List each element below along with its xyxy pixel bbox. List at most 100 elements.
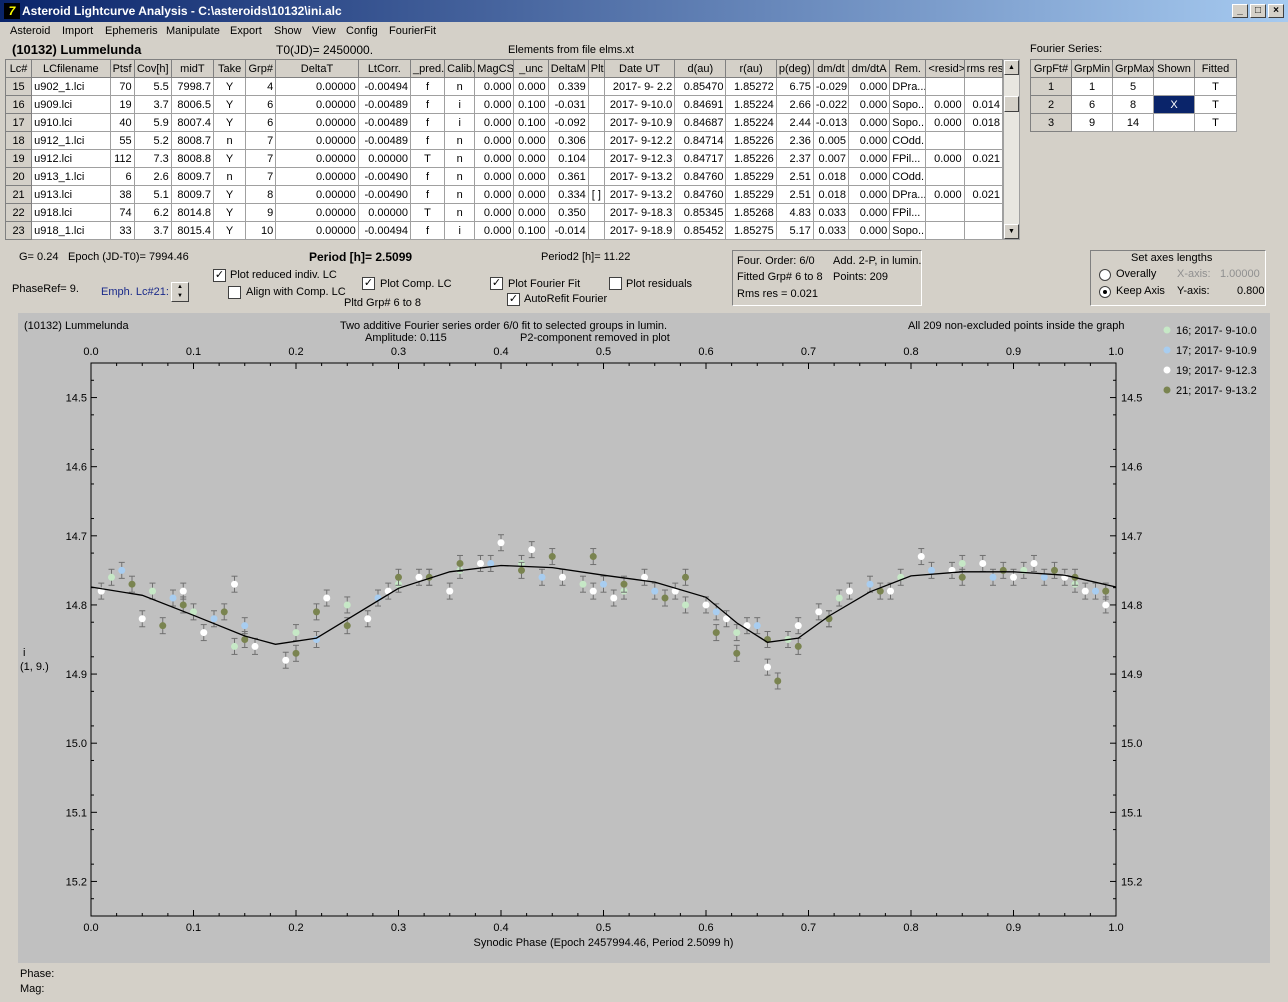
overally-radio[interactable] [1099, 269, 1111, 281]
column-header[interactable]: GrpMin [1071, 59, 1113, 78]
table-cell[interactable]: 0.033 [812, 221, 850, 240]
table-cell[interactable] [587, 131, 605, 150]
table-cell[interactable]: 2017- 9-12.3 [603, 149, 676, 168]
menu-ephemeris[interactable]: Ephemeris [105, 25, 158, 37]
table-row[interactable]: 20 u913_1.lci 6 2.6 8009.7 n 7 0.00000 -0.00490 f… [4, 167, 1004, 186]
table-cell[interactable]: 0.000 [848, 131, 891, 150]
column-header[interactable]: Fitted [1194, 59, 1237, 78]
table-cell[interactable]: u912_1.lci [31, 131, 111, 150]
table-cell[interactable]: 0.000 [848, 113, 891, 132]
table-cell[interactable]: 8008.7 [170, 131, 215, 150]
table-cell[interactable]: 0.00000 [275, 221, 359, 240]
table-cell[interactable]: -0.00489 [357, 95, 411, 114]
column-header[interactable]: Rem. [889, 59, 927, 78]
table-cell[interactable]: Sopo... [889, 221, 927, 240]
table-cell[interactable]: Y [212, 221, 247, 240]
column-header[interactable]: Grp# [245, 59, 277, 78]
table-cell[interactable]: 8 [1112, 95, 1154, 114]
title-bar[interactable]: 7 Asteroid Lightcurve Analysis - C:\aste… [0, 0, 1288, 22]
table-cell[interactable]: 8007.4 [170, 113, 215, 132]
table-cell[interactable]: 0.000 [848, 203, 891, 222]
period2-label[interactable]: Period2 [h]= 11.22 [541, 251, 631, 263]
table-row[interactable]: 3 9 14 T [1030, 113, 1237, 132]
table-cell[interactable]: 6.75 [775, 77, 814, 96]
table-cell[interactable]: 0.000 [925, 185, 965, 204]
table-cell[interactable]: 8015.4 [170, 221, 215, 240]
table-cell[interactable]: 0.018 [812, 167, 850, 186]
maximize-button[interactable]: □ [1250, 4, 1266, 18]
table-cell[interactable]: 0.306 [547, 131, 589, 150]
table-cell[interactable]: 0.100 [513, 113, 549, 132]
column-header[interactable]: Take [212, 59, 247, 78]
table-cell[interactable]: 2017- 9-12.2 [603, 131, 676, 150]
table-cell[interactable]: i [444, 95, 476, 114]
plot-fourier-checkbox[interactable]: ✓ [490, 277, 503, 290]
column-header[interactable]: Shown [1153, 59, 1195, 78]
table-cell[interactable] [587, 95, 605, 114]
menu-manipulate[interactable]: Manipulate [166, 25, 220, 37]
table-cell[interactable]: COdd... [889, 131, 927, 150]
column-header[interactable]: d(au) [674, 59, 727, 78]
table-cell[interactable]: u918.lci [31, 203, 111, 222]
table-cell[interactable]: X [1153, 95, 1195, 114]
emph-lc-spinner[interactable]: ▲ ▼ [171, 282, 189, 302]
table-cell[interactable]: 0.00000 [275, 113, 359, 132]
table-row[interactable]: 17 u910.lci 40 5.9 8007.4 Y 6 0.00000 -0.00489 f i… [4, 113, 1004, 132]
table-cell[interactable]: 0.000 [925, 95, 965, 114]
table-cell[interactable]: n [212, 131, 247, 150]
table-cell[interactable]: 5 [1112, 77, 1154, 96]
column-header[interactable]: Date UT [603, 59, 676, 78]
table-cell[interactable]: 0.000 [474, 185, 515, 204]
table-cell[interactable] [925, 167, 965, 186]
table-cell[interactable]: 3.7 [133, 221, 172, 240]
minimize-button[interactable]: _ [1232, 4, 1248, 18]
table-cell[interactable]: 0.000 [474, 77, 515, 96]
table-cell[interactable]: u902_1.lci [31, 77, 111, 96]
table-cell[interactable] [587, 203, 605, 222]
menu-config[interactable]: Config [346, 25, 378, 37]
table-cell[interactable]: 2.66 [775, 95, 814, 114]
table-cell[interactable]: 1.85275 [725, 221, 777, 240]
table-cell[interactable]: 1.85226 [725, 131, 777, 150]
table-cell[interactable]: 2.51 [775, 167, 814, 186]
table-cell[interactable]: 7 [245, 149, 277, 168]
table-cell[interactable] [587, 113, 605, 132]
table-cell[interactable]: 0.00000 [275, 203, 359, 222]
column-header[interactable]: r(au) [725, 59, 777, 78]
table-cell[interactable]: 7 [245, 131, 277, 150]
table-cell[interactable]: 0.014 [963, 95, 1004, 114]
table-cell[interactable]: 0.84760 [674, 185, 727, 204]
table-cell[interactable]: 0.000 [474, 167, 515, 186]
table-cell[interactable]: f [409, 77, 446, 96]
table-cell[interactable]: 10 [245, 221, 277, 240]
table-cell[interactable]: 0.00000 [275, 131, 359, 150]
table-cell[interactable]: 5.17 [775, 221, 814, 240]
table-cell[interactable]: DPra... [889, 185, 927, 204]
column-header[interactable]: DeltaT [275, 59, 359, 78]
table-cell[interactable]: 55 [109, 131, 135, 150]
table-cell[interactable]: 19 [109, 95, 135, 114]
table-cell[interactable]: -0.00490 [357, 167, 411, 186]
table-cell[interactable]: 0.000 [474, 113, 515, 132]
column-header[interactable]: DeltaM [547, 59, 589, 78]
table-cell[interactable]: 0.021 [963, 185, 1004, 204]
table-cell[interactable]: u913.lci [31, 185, 111, 204]
column-header[interactable]: _unc [513, 59, 549, 78]
table-cell[interactable]: n [212, 167, 247, 186]
table-cell[interactable]: 0.00000 [275, 149, 359, 168]
table-cell[interactable]: 0.100 [513, 221, 549, 240]
table-cell[interactable] [587, 221, 605, 240]
table-cell[interactable] [963, 203, 1004, 222]
table-row[interactable]: 21 u913.lci 38 5.1 8009.7 Y 8 0.00000 -0.00490 f n… [4, 185, 1004, 204]
pltd-grp-label[interactable]: Pltd Grp# 6 to 8 [344, 297, 422, 309]
table-cell[interactable]: 1.85229 [725, 185, 777, 204]
table-cell[interactable]: 0.85470 [674, 77, 727, 96]
table-cell[interactable]: 8014.8 [170, 203, 215, 222]
table-cell[interactable]: 0.018 [963, 113, 1004, 132]
table-cell[interactable]: 2017- 9-10.9 [603, 113, 676, 132]
row-header[interactable]: 21 [4, 185, 33, 204]
table-cell[interactable]: f [409, 95, 446, 114]
lightcurve-table[interactable]: Lc# LCfilename Ptsf Cov[h] midT Take Grp# Delta… [4, 59, 1004, 240]
